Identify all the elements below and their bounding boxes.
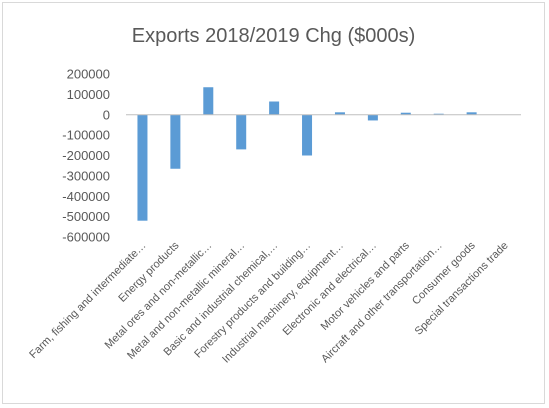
chart-title: Exports 2018/2019 Chg ($000s) [131, 25, 416, 47]
bar [203, 87, 214, 115]
y-tick-label: 0 [103, 107, 110, 122]
bar [137, 114, 148, 221]
y-tick-label: -500000 [62, 209, 110, 224]
bar [269, 101, 280, 115]
y-tick-label: 100000 [67, 87, 110, 102]
bar [334, 112, 345, 115]
bar [302, 114, 313, 156]
y-tick-label: -100000 [62, 128, 110, 143]
bar [367, 114, 378, 121]
bars [137, 87, 477, 221]
y-tick-label: -400000 [62, 189, 110, 204]
bar [170, 114, 181, 169]
bar [433, 113, 444, 115]
y-tick-label: -300000 [62, 168, 110, 183]
x-tick-label: Industrial machinery, equipment… [220, 240, 346, 366]
bar [236, 114, 247, 150]
y-tick-label: -200000 [62, 148, 110, 163]
y-tick-label: -600000 [62, 230, 110, 245]
x-tick-label: Farm, fishing and intermediate… [27, 240, 148, 361]
category-labels: Farm, fishing and intermediate…Energy pr… [27, 239, 510, 365]
y-tick-label: 200000 [67, 67, 110, 82]
bar [466, 112, 477, 115]
chart-frame: Exports 2018/2019 Chg ($000s) [2, 2, 545, 404]
x-tick-label: Aircraft and other transportation… [319, 240, 445, 366]
x-tick-label: Energy products [116, 239, 181, 304]
y-axis-ticks: 200000 100000 0 -100000 -200000 -300000 -40000… [62, 67, 110, 245]
bar [400, 112, 411, 115]
